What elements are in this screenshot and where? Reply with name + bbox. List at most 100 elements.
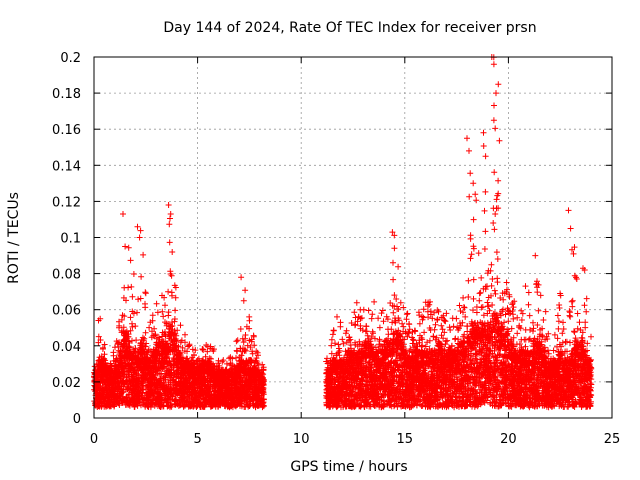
data-point [395,263,402,270]
data-point [116,339,123,346]
data-point [153,300,160,307]
data-point [99,380,106,387]
data-point [369,311,376,318]
data-point [137,227,144,234]
data-point [371,298,378,305]
data-point [335,341,342,348]
data-point [121,313,128,320]
data-points [91,54,595,411]
data-point [101,341,108,348]
data-point [131,403,138,410]
data-point [111,394,118,401]
data-point [129,323,136,330]
data-point [129,337,135,344]
data-point [125,284,132,291]
data-point [259,361,266,368]
data-point [160,313,167,320]
data-point [370,330,376,337]
data-point [130,271,137,277]
data-point [368,315,375,322]
data-point [390,309,397,316]
data-point [120,342,127,349]
data-point [142,300,148,307]
data-point [337,323,344,330]
data-point [103,401,110,408]
data-point [124,386,131,392]
data-point [132,323,139,330]
data-point [129,308,136,315]
data-point [125,244,132,251]
data-point [120,369,127,376]
data-point [120,336,127,343]
data-point [126,402,133,409]
data-point [172,307,179,314]
data-point [360,306,367,313]
data-point [168,289,175,296]
data-point [95,403,102,409]
data-point [237,326,244,332]
data-point [182,331,188,338]
data-point [120,324,127,331]
data-point [129,293,136,300]
data-point [121,398,127,405]
data-point [133,337,140,344]
data-point [95,333,102,340]
data-point [100,391,107,398]
data-point [140,251,147,258]
data-point [146,324,153,331]
data-point [166,221,173,228]
data-point [120,380,127,387]
data-point [149,312,156,319]
data-point [127,314,134,321]
data-point [240,339,247,346]
data-point [123,297,129,304]
data-point [128,397,135,404]
data-point [365,307,372,314]
data-point [111,367,118,374]
data-point [390,276,397,283]
data-point [97,337,104,343]
data-point [112,378,119,385]
data-point [169,249,176,255]
data-point [358,315,365,321]
data-point [125,361,132,368]
data-point [142,289,149,296]
data-point [124,334,131,341]
data-point [154,309,161,316]
data-point [234,337,241,344]
data-point [351,309,358,316]
data-point [128,283,135,290]
data-point [233,338,240,345]
data-point [353,299,360,306]
data-point [329,331,336,338]
data-point [240,297,247,304]
data-point [246,313,253,320]
data-point [167,268,174,275]
data-point [117,392,124,399]
data-point [99,346,106,352]
data-point [328,336,335,343]
data-point [142,329,149,336]
data-point [334,313,340,320]
data-point [167,215,173,222]
data-point [96,354,103,361]
data-point [162,302,168,309]
data-point [242,287,249,294]
data-point [165,288,172,295]
data-point [166,239,173,246]
data-point [376,324,383,331]
data-point [114,340,121,346]
data-point [127,327,134,334]
data-point [124,363,131,369]
data-point [339,336,346,343]
data-point [127,257,134,264]
data-point [330,327,337,334]
data-point [96,367,103,374]
data-point [138,273,145,280]
data-point [363,323,370,330]
data-point [116,318,122,325]
data-point [100,355,107,362]
data-point [375,315,382,322]
data-point [110,352,117,359]
